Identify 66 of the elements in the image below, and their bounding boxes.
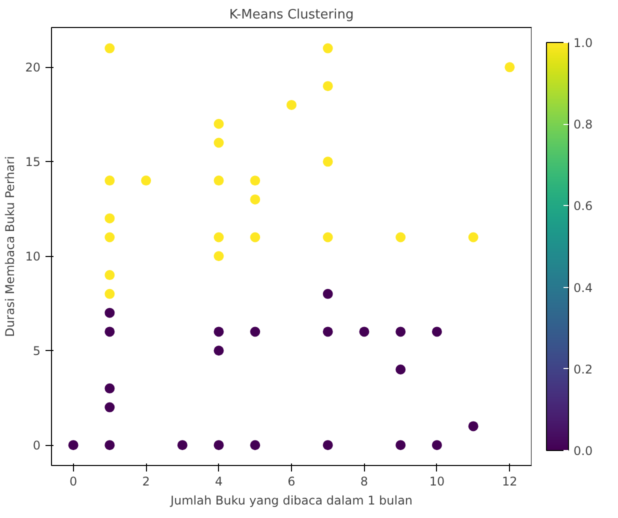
point <box>104 232 115 242</box>
x-tick-label: 6 <box>288 474 296 488</box>
point <box>250 326 260 337</box>
point <box>68 440 78 450</box>
point <box>104 43 115 54</box>
point <box>432 440 442 450</box>
point <box>104 402 115 412</box>
color-bar-label: 0.0 <box>574 444 593 458</box>
point <box>141 176 152 186</box>
point <box>104 383 115 394</box>
x-tick-label: 2 <box>142 474 150 488</box>
y-tick-label: 20 <box>25 60 41 75</box>
y-tick-label: 10 <box>25 250 41 264</box>
color-bar-label: 0.2 <box>574 362 593 376</box>
point <box>396 232 406 242</box>
point <box>214 232 224 242</box>
color-bar-label: 1.0 <box>574 36 593 50</box>
point <box>432 326 442 337</box>
point <box>322 81 333 92</box>
x-tick-label: 4 <box>214 474 223 488</box>
point <box>214 440 224 450</box>
point <box>104 440 115 450</box>
point <box>214 251 224 262</box>
point <box>214 346 224 356</box>
point <box>250 232 260 242</box>
point <box>250 440 260 450</box>
point <box>396 326 406 337</box>
color-bar-label: 0.8 <box>574 118 593 132</box>
point <box>322 440 333 450</box>
point <box>104 288 115 299</box>
x-tick-label: 0 <box>70 474 78 488</box>
y-tick-label: 5 <box>32 344 41 358</box>
point <box>322 326 333 337</box>
point <box>468 232 478 242</box>
color-bar-label: 0.4 <box>574 280 593 295</box>
y-tick-label: 0 <box>32 438 41 453</box>
point <box>468 421 478 432</box>
point <box>104 176 115 186</box>
point <box>286 100 296 110</box>
y-axis-title: Durasi Membaca Buku Perhari <box>3 156 18 337</box>
point <box>214 118 224 129</box>
point <box>250 176 260 186</box>
point <box>104 213 115 224</box>
y-tick-label: 15 <box>25 155 41 170</box>
point <box>322 156 333 167</box>
point <box>322 232 333 242</box>
chart-title: K-Means Clustering <box>229 8 354 22</box>
point <box>396 440 406 450</box>
point <box>214 176 224 186</box>
x-tick-label: 8 <box>360 474 368 488</box>
point <box>322 43 333 54</box>
point <box>104 270 115 280</box>
point <box>396 364 406 374</box>
point <box>359 326 370 337</box>
color-bar-label: 0.6 <box>574 199 593 214</box>
point <box>177 440 188 450</box>
point <box>504 62 515 72</box>
point <box>104 326 115 337</box>
point <box>104 308 115 318</box>
x-axis-title: Jumlah Buku yang dibaca dalam 1 bulan <box>169 494 413 508</box>
point <box>214 138 224 148</box>
x-tick-label: 12 <box>502 474 518 488</box>
point <box>250 194 260 204</box>
point <box>322 288 333 299</box>
x-tick-label: 10 <box>429 474 445 488</box>
point <box>214 326 224 337</box>
